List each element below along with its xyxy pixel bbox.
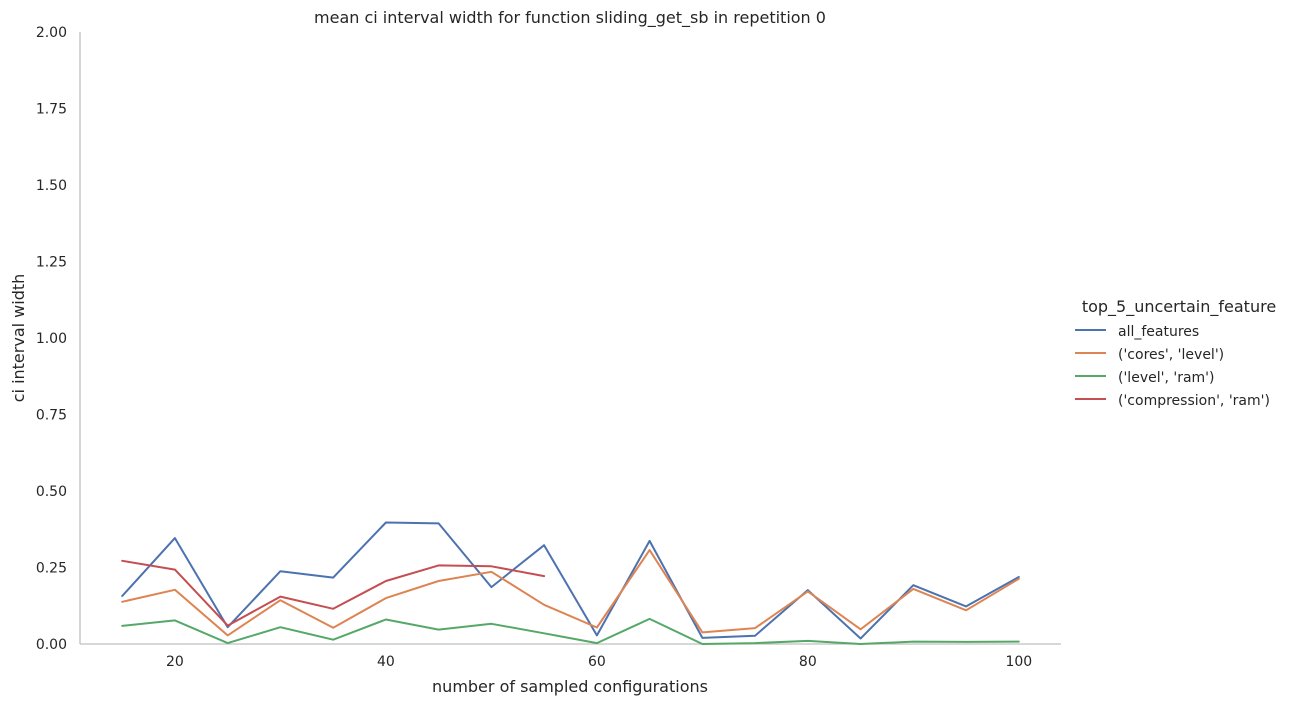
y-tick-label: 0.25 [36, 561, 67, 577]
legend-label-0: all_features [1118, 324, 1199, 340]
y-tick-label: 1.25 [36, 255, 67, 271]
x-axis-label: number of sampled configurations [432, 677, 708, 696]
y-tick-label: 1.75 [36, 102, 67, 118]
x-tick-label: 40 [377, 654, 395, 670]
legend: top_5_uncertain_feature all_features ('co… [1075, 297, 1276, 409]
x-axis-ticks: 20 40 60 80 100 [166, 654, 1032, 670]
x-tick-label: 20 [166, 654, 184, 670]
legend-label-2: ('level', 'ram') [1118, 370, 1214, 386]
series-line-0 [121, 521, 1020, 640]
x-tick-label: 80 [799, 654, 817, 670]
series-lines [121, 521, 1020, 645]
legend-title: top_5_uncertain_feature [1082, 297, 1276, 317]
legend-items: all_features ('cores', 'level') ('level', … [1075, 324, 1270, 409]
x-tick-label: 100 [1005, 654, 1032, 670]
y-axis-label: ci interval width [9, 274, 28, 403]
y-tick-label: 0.50 [36, 484, 67, 500]
y-tick-label: 0.00 [36, 637, 67, 653]
y-tick-label: 0.75 [36, 408, 67, 424]
y-tick-label: 1.50 [36, 178, 67, 194]
series-line-1 [121, 549, 1020, 637]
legend-label-3: ('compression', 'ram') [1118, 393, 1270, 409]
legend-label-1: ('cores', 'level') [1118, 347, 1224, 363]
x-tick-label: 60 [588, 654, 606, 670]
y-axis-ticks: 0.00 0.25 0.50 0.75 1.00 1.25 1.50 1.75 2.00 [36, 25, 67, 653]
series-line-3 [121, 559, 546, 627]
series-line-2 [121, 617, 1020, 645]
y-tick-label: 1.00 [36, 331, 67, 347]
chart-title: mean ci interval width for function slid… [314, 8, 826, 28]
y-tick-label: 2.00 [36, 25, 67, 41]
